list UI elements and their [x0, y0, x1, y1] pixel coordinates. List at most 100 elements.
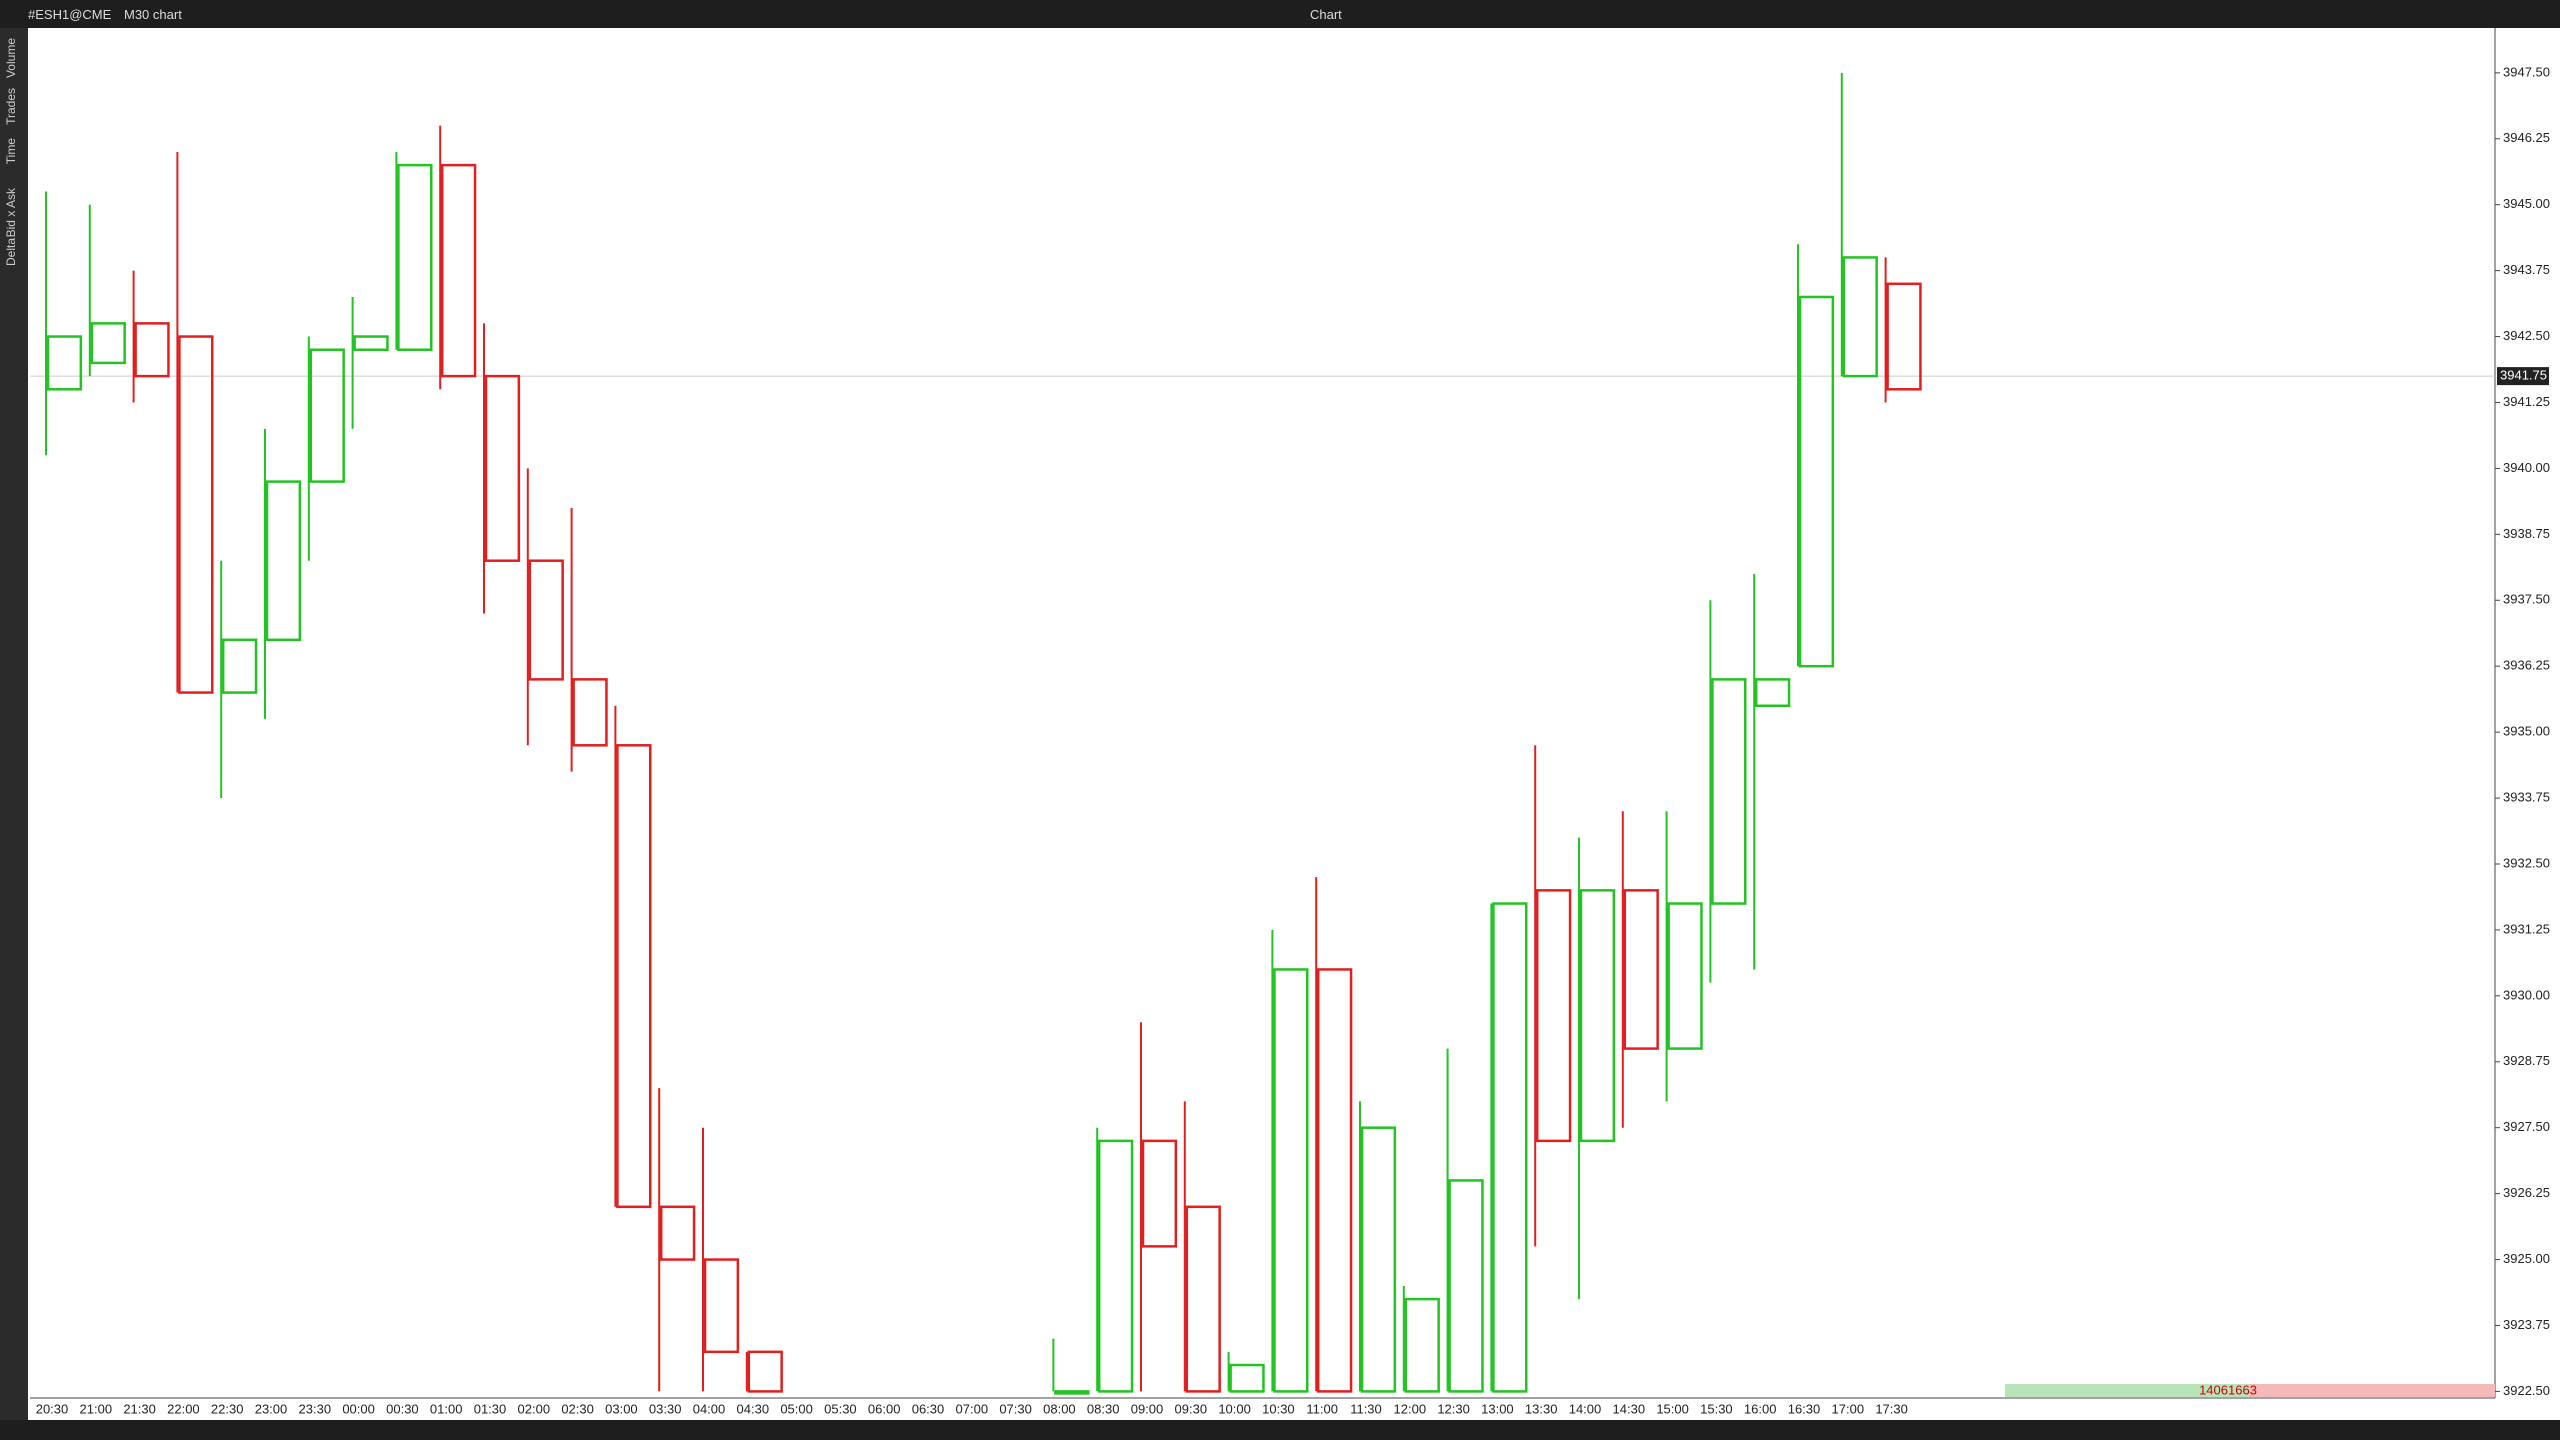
x-tick-label: 06:30 [912, 1401, 945, 1416]
x-tick-label: 23:00 [255, 1401, 288, 1416]
total-volume-bar [2250, 1384, 2495, 1397]
body [572, 678, 608, 747]
x-tick-label: 01:00 [430, 1401, 463, 1416]
x-tick-label: 23:30 [299, 1401, 332, 1416]
body [747, 1350, 783, 1393]
y-tick-label: 3933.75 [2503, 789, 2550, 804]
y-tick-label: 3925.00 [2503, 1251, 2550, 1266]
body [1229, 1363, 1265, 1393]
x-tick-label: 05:00 [780, 1401, 813, 1416]
x-tick-label: 14:30 [1613, 1401, 1646, 1416]
x-tick-label: 05:30 [824, 1401, 857, 1416]
y-tick-label: 3947.50 [2503, 64, 2550, 79]
body [1842, 256, 1878, 378]
x-tick-label: 15:00 [1656, 1401, 1689, 1416]
x-tick-label: 02:30 [561, 1401, 594, 1416]
x-tick-label: 07:30 [999, 1401, 1032, 1416]
body [440, 163, 477, 378]
x-tick-label: 06:00 [868, 1401, 901, 1416]
x-tick-label: 22:00 [167, 1401, 200, 1416]
body [616, 744, 652, 1209]
body [1097, 1139, 1134, 1393]
y-tick-label: 3932.50 [2503, 855, 2550, 870]
timeframe[interactable]: M30 chart [124, 7, 182, 22]
body [353, 335, 389, 351]
x-tick-label: 10:30 [1262, 1401, 1295, 1416]
x-tick-label: 04:30 [737, 1401, 770, 1416]
x-tick-label: 07:00 [956, 1401, 989, 1416]
x-tick-label: 00:30 [386, 1401, 419, 1416]
body [1448, 1179, 1484, 1393]
y-tick-label: 3930.00 [2503, 987, 2550, 1002]
body [134, 322, 170, 378]
total-volume-bar [2005, 1384, 2250, 1397]
x-tick-label: 12:00 [1394, 1401, 1427, 1416]
y-tick-label: 3931.25 [2503, 921, 2550, 936]
body [1623, 889, 1659, 1050]
y-tick-label: 3941.25 [2503, 394, 2550, 409]
body [1141, 1139, 1178, 1248]
last-price-label: 3941.75 [2500, 368, 2547, 383]
body [1360, 1126, 1397, 1393]
x-tick-label: 08:00 [1043, 1401, 1076, 1416]
y-tick-label: 3928.75 [2503, 1053, 2550, 1068]
y-tick-label: 3935.00 [2503, 724, 2550, 739]
x-tick-label: 13:30 [1525, 1401, 1558, 1416]
body [1316, 968, 1353, 1393]
body [397, 163, 433, 351]
body [484, 374, 521, 562]
title-bar: #ESH1@CME M30 chart Chart [0, 0, 2560, 28]
body [1273, 968, 1309, 1393]
y-tick-label: 3926.25 [2503, 1185, 2550, 1200]
x-tick-label: 16:00 [1744, 1401, 1777, 1416]
body [46, 335, 83, 391]
x-tick-label: 12:30 [1437, 1401, 1470, 1416]
body [528, 559, 564, 681]
window-title: Chart [1310, 7, 1342, 22]
x-tick-label: 03:30 [649, 1401, 682, 1416]
body [1711, 678, 1747, 905]
y-tick-label: 3940.00 [2503, 460, 2550, 475]
x-tick-label: 11:30 [1350, 1401, 1382, 1416]
x-tick-label: 01:30 [474, 1401, 507, 1416]
last-price-box [2497, 367, 2549, 386]
y-tick-label: 3922.50 [2503, 1383, 2550, 1398]
x-tick-label: 16:30 [1788, 1401, 1821, 1416]
x-tick-label: 15:30 [1700, 1401, 1733, 1416]
price-axis [2495, 28, 2544, 1398]
x-tick-label: 04:00 [693, 1401, 726, 1416]
x-tick-label: 10:00 [1218, 1401, 1251, 1416]
x-tick-label: 22:30 [211, 1401, 244, 1416]
x-tick-label: 08:30 [1087, 1401, 1120, 1416]
body [309, 348, 345, 483]
body [1886, 282, 1922, 391]
x-tick-label: 00:00 [342, 1401, 375, 1416]
body [703, 1258, 740, 1354]
x-tick-label: 02:00 [518, 1401, 551, 1416]
y-tick-label: 3946.25 [2503, 130, 2550, 145]
y-tick-label: 3937.50 [2503, 592, 2550, 607]
y-tick-label: 3945.00 [2503, 196, 2550, 211]
body [1054, 1390, 1090, 1395]
symbol[interactable]: #ESH1@CME [28, 7, 112, 22]
body [1404, 1297, 1440, 1393]
body [1754, 678, 1791, 707]
y-tick-label: 3923.75 [2503, 1317, 2550, 1332]
body [1185, 1205, 1221, 1393]
body [659, 1205, 696, 1261]
y-tick-label: 3938.75 [2503, 526, 2550, 541]
body [221, 638, 258, 694]
body [1492, 902, 1528, 1393]
y-tick-label: 3943.75 [2503, 262, 2550, 277]
body [1535, 889, 1572, 1143]
body [1667, 902, 1703, 1050]
total-volume: 14061663 [2199, 1382, 2257, 1397]
x-tick-label: 14:00 [1569, 1401, 1602, 1416]
x-tick-label: 09:30 [1175, 1401, 1208, 1416]
x-tick-label: 09:00 [1131, 1401, 1164, 1416]
x-tick-label: 20:30 [36, 1401, 69, 1416]
body [265, 480, 302, 642]
x-tick-label: 17:30 [1875, 1401, 1908, 1416]
